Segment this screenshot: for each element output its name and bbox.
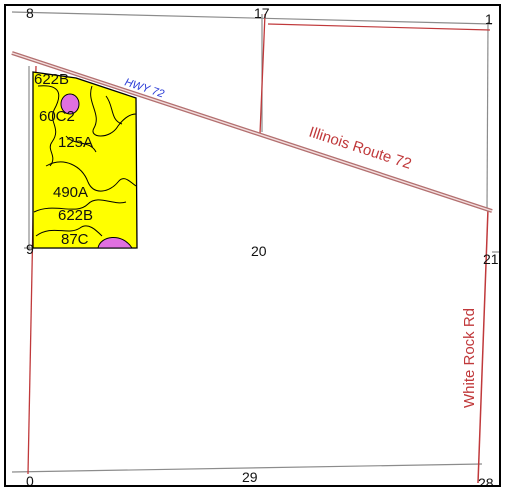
- soil-label-87c: 87C: [61, 231, 89, 248]
- section-number-bottom-mid: 29: [242, 469, 258, 485]
- soil-label-125a: 125A: [58, 134, 93, 151]
- section-number-left-mid: 9: [26, 241, 34, 257]
- section-number-top-right: 1: [485, 11, 493, 27]
- soil-area: [32, 71, 138, 249]
- soil-labels: 622B 60C2 125A 490A 622B 87C: [34, 71, 93, 248]
- section-number-top-left: 8: [26, 6, 34, 21]
- section-line-top: [11, 11, 493, 25]
- white-rock-rd-label: White Rock Rd: [461, 308, 478, 408]
- section-number-bottom-left: 0: [26, 473, 34, 487]
- map-canvas: 622B 60C2 125A 490A 622B 87C HWY 72 Illi…: [11, 6, 499, 487]
- section-numbers: 8 17 1 9 20 21 0 29 28: [26, 6, 499, 487]
- section-number-center: 20: [251, 243, 267, 259]
- illinois-route-72-label: Illinois Route 72: [307, 124, 414, 173]
- white-rock-road-line: [477, 208, 489, 484]
- section-number-top-mid: 17: [254, 6, 270, 21]
- road-north-south: [259, 13, 266, 135]
- route-72-line: [11, 51, 493, 213]
- soil-label-490a: 490A: [53, 184, 88, 201]
- section-line-right-upper: [486, 21, 489, 212]
- section-number-bottom-right: 28: [478, 475, 494, 487]
- soil-inclusion-lower: [97, 237, 133, 249]
- soil-inclusion-upper: [60, 93, 80, 115]
- road-north-top: [267, 23, 491, 31]
- soil-label-60c2: 60C2: [39, 108, 75, 125]
- section-number-right-mid: 21: [483, 251, 499, 267]
- soil-label-622b-upper: 622B: [34, 71, 69, 88]
- soil-label-622b-lower: 622B: [58, 207, 93, 224]
- soil-polygon: [32, 71, 138, 249]
- section-line-bottom: [11, 463, 483, 473]
- soil-map: 622B 60C2 125A 490A 622B 87C HWY 72 Illi…: [4, 4, 501, 487]
